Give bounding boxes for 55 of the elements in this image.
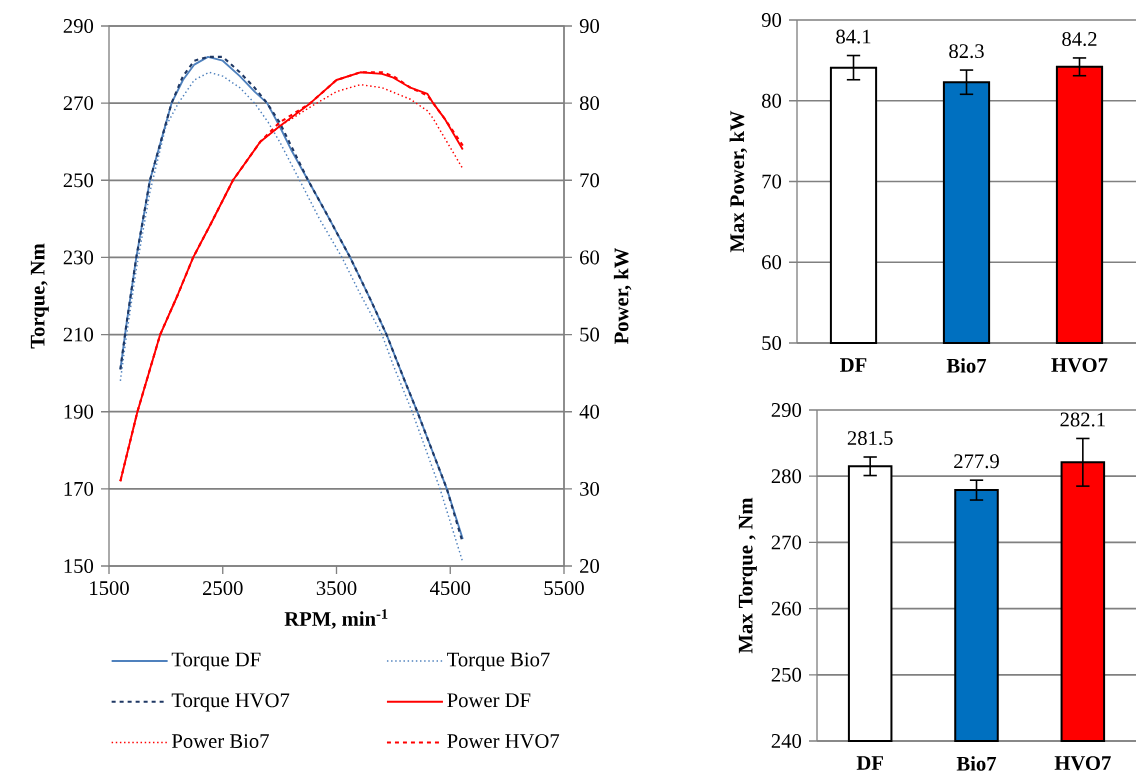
legend-label: Power Bio7 [171, 734, 269, 749]
y-tick-label: 270 [771, 535, 802, 550]
y-tick-label: 190 [64, 404, 94, 419]
data-label: 82.3 [949, 44, 984, 59]
data-label: 84.2 [1062, 32, 1097, 47]
y-tick-label: 80 [761, 93, 782, 108]
x-tick-label: Bio7 [946, 358, 987, 373]
y-tick-label: 90 [761, 13, 782, 27]
y-tick-label: 150 [64, 559, 94, 573]
y-tick-label: 60 [762, 255, 782, 270]
y-tick-label: 270 [63, 96, 94, 111]
x-tick-label: HVO7 [1051, 358, 1108, 373]
x-tick-label: 4500 [429, 581, 471, 596]
x-axis-title: RPM, min$^{-1}$ [284, 609, 388, 629]
y2-tick-label: 80 [579, 96, 600, 111]
y-tick-label: 230 [63, 250, 94, 265]
y-axis-title: Max Torque , Nm [738, 497, 757, 654]
y2-tick-label: 30 [580, 481, 600, 496]
legend-label: Power HVO7 [447, 734, 560, 749]
y-tick-label: 240 [771, 734, 802, 748]
x-tick-label: 2500 [202, 581, 243, 596]
y-tick-label: 250 [63, 173, 94, 188]
data-label: 277.9 [954, 454, 999, 469]
data-label: 282.1 [1060, 412, 1105, 427]
y2-tick-label: 90 [579, 19, 600, 33]
y-tick-label: 290 [771, 403, 802, 417]
y2-tick-label: 50 [580, 327, 600, 342]
y2-tick-label: 40 [579, 404, 600, 419]
y-tick-label: 280 [771, 469, 802, 484]
legend-label: Torque DF [171, 652, 261, 671]
y2-tick-label: 60 [580, 250, 600, 265]
y2-tick-label: 70 [580, 173, 600, 188]
x-tick-label: Bio7 [956, 756, 997, 771]
y-tick-label: 290 [63, 19, 94, 33]
y-axis-title: Max Power, kW [729, 110, 748, 253]
y2-axis-title: Power, kW [613, 247, 632, 345]
y-tick-label: 260 [771, 601, 802, 616]
y-tick-label: 50 [762, 336, 782, 350]
x-tick-label: DF [856, 756, 883, 770]
x-tick-label: 3500 [316, 581, 357, 596]
x-tick-label: HVO7 [1054, 756, 1111, 771]
y-tick-label: 210 [63, 327, 94, 342]
legend-label: Power DF [447, 693, 531, 708]
data-label: 281.5 [847, 431, 893, 446]
x-tick-label: 5500 [544, 581, 584, 596]
y-axis-title: Torque, Nm [30, 243, 49, 349]
y2-tick-label: 20 [580, 559, 600, 573]
x-tick-label: DF [840, 358, 867, 372]
legend-label: Torque Bio7 [447, 652, 550, 671]
data-label: 84.1 [836, 29, 871, 44]
y-tick-label: 250 [771, 667, 802, 682]
y-tick-label: 170 [64, 481, 94, 496]
x-tick-label: 1500 [90, 581, 129, 596]
legend-label: Torque HVO7 [171, 693, 290, 712]
y-tick-label: 70 [762, 174, 782, 189]
